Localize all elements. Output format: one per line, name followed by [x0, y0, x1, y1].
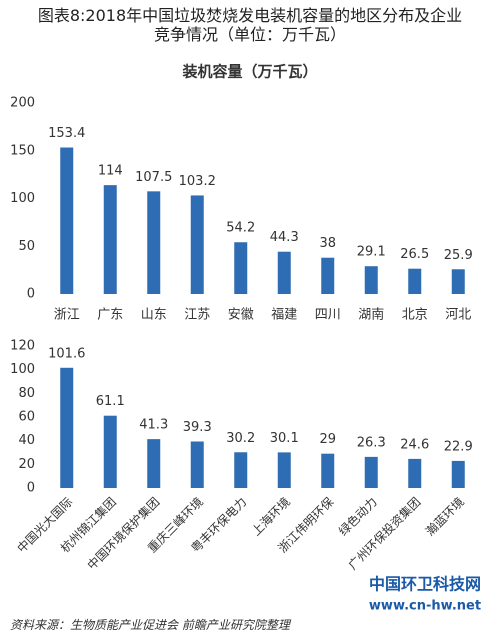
x-tick-label: 浙江: [54, 308, 80, 323]
value-label: 107.5: [135, 170, 172, 185]
x-tick-label: 中国环境保护集团: [84, 494, 162, 572]
y-tick-label: 200: [10, 96, 35, 111]
x-tick-label: 福建: [271, 308, 297, 323]
value-label: 24.6: [400, 437, 429, 452]
y-tick-label: 60: [18, 410, 35, 425]
bar: [190, 441, 204, 488]
x-tick-label: 广东: [97, 308, 123, 323]
bar: [277, 251, 291, 294]
x-tick-label: 湖南: [358, 307, 384, 323]
x-tick-label: 安徽: [228, 308, 254, 323]
y-tick-label: 120: [10, 339, 35, 354]
value-label: 25.9: [444, 248, 473, 263]
value-label: 153.4: [48, 126, 85, 141]
bar: [321, 257, 335, 294]
watermark-url: www.cn-hw.net: [369, 599, 481, 614]
x-tick-label: 北京: [402, 308, 428, 323]
watermark-name: 中国环卫科技网: [369, 575, 481, 594]
value-label: 61.1: [96, 394, 125, 409]
x-tick-label: 上海环境: [248, 494, 293, 539]
value-label: 26.5: [400, 247, 429, 262]
bar: [364, 266, 378, 294]
x-tick-label: 河北: [445, 308, 471, 323]
bar: [277, 452, 291, 488]
bar: [321, 453, 335, 488]
y-tick-label: 100: [10, 362, 35, 377]
y-tick-label: 80: [18, 386, 35, 401]
y-tick-label: 100: [10, 191, 35, 206]
x-tick-label: 江苏: [184, 307, 210, 323]
bar: [103, 185, 117, 294]
value-label: 44.3: [270, 230, 299, 245]
x-tick-label: 绿色动力: [335, 494, 380, 539]
value-label: 39.3: [183, 420, 212, 435]
value-label: 29: [319, 432, 336, 447]
bar: [364, 456, 378, 488]
value-label: 22.9: [444, 439, 473, 454]
bar: [234, 242, 248, 294]
bar: [103, 415, 117, 488]
bar: [60, 147, 74, 294]
y-tick-label: 150: [10, 143, 35, 158]
value-label: 30.1: [270, 431, 299, 446]
bar: [60, 367, 74, 488]
y-tick-label: 20: [18, 457, 35, 472]
value-label: 54.2: [226, 221, 255, 236]
x-tick-label: 广州环保投资集团: [345, 494, 423, 572]
bar: [451, 269, 465, 294]
value-label: 38: [319, 236, 336, 251]
y-tick-label: 0: [27, 481, 35, 496]
value-label: 103.2: [179, 174, 216, 189]
value-label: 114: [98, 164, 123, 179]
bar: [147, 191, 161, 294]
bar: [190, 195, 204, 294]
value-label: 30.2: [226, 431, 255, 446]
value-label: 29.1: [357, 245, 386, 260]
bar: [234, 452, 248, 488]
source-note: 资料来源：生物质能产业促进会 前瞻产业研究院整理: [10, 618, 290, 632]
page-title: 图表8:2018年中国垃圾焚烧发电装机容量的地区分布及企业竞争情况（单位：万千瓦…: [37, 6, 463, 44]
x-tick-label: 四川: [315, 308, 341, 323]
x-tick-label: 山东: [141, 308, 167, 323]
bar: [408, 458, 422, 488]
x-tick-label: 瀚蓝环境: [422, 494, 467, 539]
y-tick-label: 0: [27, 287, 35, 302]
value-label: 26.3: [357, 435, 386, 450]
bar: [451, 460, 465, 488]
value-label: 101.6: [48, 346, 85, 361]
y-tick-label: 40: [18, 433, 35, 448]
y-tick-label: 50: [18, 239, 35, 254]
value-label: 41.3: [139, 418, 168, 433]
bar: [147, 439, 161, 488]
chart-title: 装机容量（万千瓦）: [181, 63, 317, 81]
bar: [408, 268, 422, 294]
